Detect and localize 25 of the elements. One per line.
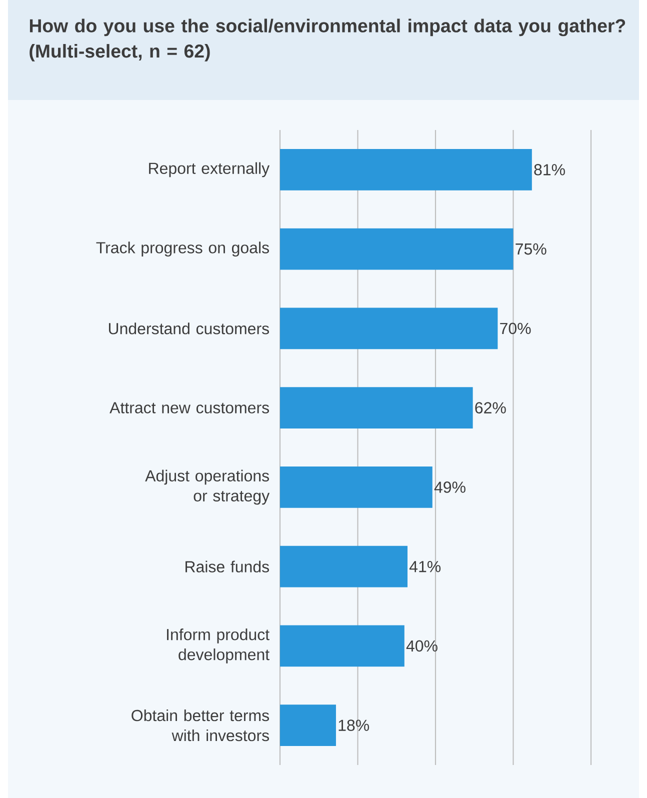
bar xyxy=(280,704,336,746)
data-label: 49% xyxy=(434,482,466,493)
data-label: 81% xyxy=(534,164,565,176)
bar xyxy=(280,546,408,588)
chart-title: How do you use the social/environmental impact data you gather? (Multi-select, n = 62) xyxy=(30,18,626,62)
y-tick-label: Track progress on goals xyxy=(96,242,269,257)
bar xyxy=(280,625,404,667)
data-label: 40% xyxy=(406,640,438,652)
bar xyxy=(280,387,473,428)
bar xyxy=(280,228,514,270)
bar xyxy=(280,149,532,190)
data-label: 62% xyxy=(475,402,506,414)
y-tick-label: Understand customers xyxy=(108,322,269,334)
y-tick-label: Attract new customers xyxy=(110,402,269,414)
data-label: 18% xyxy=(338,720,370,731)
data-label: 70% xyxy=(500,322,531,334)
y-tick-label: Inform product development xyxy=(167,628,270,664)
bar xyxy=(280,308,498,350)
y-tick-label: Report externally xyxy=(149,162,270,178)
data-label: 75% xyxy=(516,243,546,255)
y-tick-label: Obtain better terms with investors xyxy=(132,709,270,742)
y-tick-label: Raise funds xyxy=(186,560,269,572)
y-tick-label: Adjust operations or strategy xyxy=(145,470,270,505)
bar xyxy=(280,466,432,508)
data-label: 41% xyxy=(409,560,441,572)
